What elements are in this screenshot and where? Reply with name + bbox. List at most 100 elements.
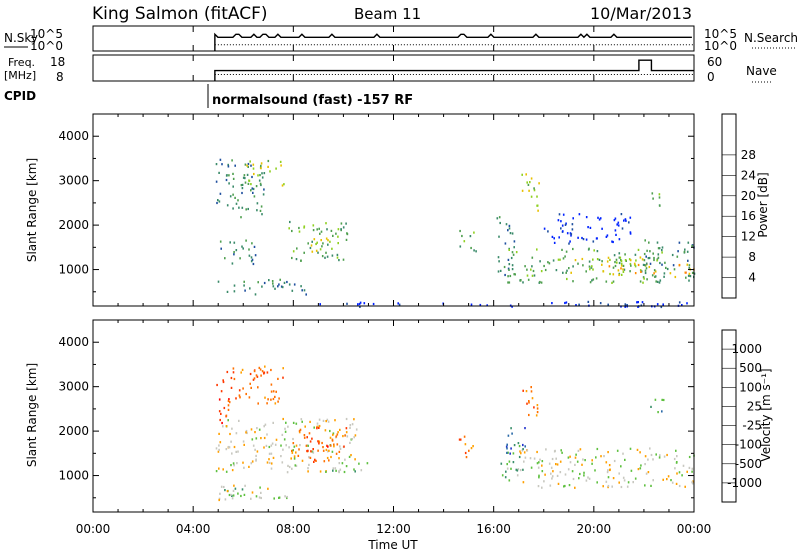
power-ylabel: Slant Range [km] [25,158,39,262]
heat-cell [326,418,329,421]
heat-cell [218,497,221,500]
heat-cell [663,455,666,458]
heat-cell [337,242,339,245]
heat-cell [333,443,335,446]
heat-cell [278,283,280,286]
heat-cell [666,478,668,481]
heat-cell [256,202,259,205]
heat-cell [281,433,284,436]
heat-cell [572,217,574,220]
heat-cell [611,485,613,488]
heat-cell [473,249,475,252]
heat-cell [345,431,348,434]
heat-cell [689,275,692,278]
heat-cell [225,414,228,417]
heat-cell [268,279,270,282]
heat-cell [217,450,220,453]
heat-cell [321,245,323,248]
heat-cell [576,460,579,463]
heat-cell [219,240,222,243]
heat-cell [305,293,307,296]
heat-cell [605,235,608,238]
heat-cell [612,273,615,276]
heat-cell [602,270,605,273]
heat-cell [246,173,249,176]
heat-cell [547,230,549,233]
heat-cell [310,244,313,247]
heat-cell [624,458,626,461]
heat-cell [508,224,511,227]
heat-cell [691,481,693,484]
heat-cell [241,368,244,371]
time-axis-label: Time UT [367,538,418,552]
heat-cell [647,458,649,461]
heat-cell [538,474,540,477]
heat-cell [220,247,222,250]
heat-cell [272,282,274,285]
heat-cell [517,468,520,471]
heat-cell [650,405,652,408]
heat-cell [244,484,246,487]
heat-cell [636,448,639,451]
heat-cell [596,481,598,484]
heat-cell [676,255,679,258]
nsearch-tick-bottom: 10^0 [704,39,737,53]
heat-cell [620,213,623,216]
heat-cell [658,193,661,196]
heat-cell [251,460,254,463]
heat-cell [346,435,349,438]
heat-cell [220,485,223,488]
heat-cell [564,301,566,305]
heat-cell [578,213,581,216]
heat-cell [615,233,617,236]
heat-cell [300,418,303,421]
heat-cell [215,180,218,183]
heat-cell [674,467,676,470]
heat-cell [298,230,301,233]
heat-cell [250,497,252,500]
cpid-label: CPID [4,89,36,103]
heat-cell [504,273,506,277]
heat-cell [289,220,291,224]
heat-cell [318,442,320,445]
heat-cell [461,234,463,238]
heat-cell [655,453,657,456]
colorbar-frame [721,113,737,299]
heat-cell [325,222,327,225]
heat-cell [523,460,525,463]
heat-cell [299,444,301,447]
heat-cell [216,201,218,205]
heat-cell [263,281,266,285]
heat-cell [340,222,343,225]
heat-cell [218,432,220,435]
velocity-colorbar-label: Velocity [m s⁻¹] [759,368,773,461]
heat-cell [255,454,257,457]
heat-cell [511,268,514,271]
heat-cell [555,457,557,460]
heat-cell [613,254,616,257]
heat-cell [553,241,556,244]
velocity-panel: 1000 2000 3000 4000 Slant Range [km] 1000 50… [25,319,773,513]
heat-cell [506,467,509,470]
heat-cell [639,451,641,454]
heat-cell [259,209,262,212]
heat-cell [240,494,242,498]
heat-cell [506,447,508,450]
heat-cell [291,289,294,292]
heat-cell [220,412,222,415]
heat-cell [642,276,645,279]
heat-cell [257,281,259,284]
heat-cell [326,255,329,258]
heat-cell [219,192,222,195]
heat-cell [353,436,355,439]
heat-cell [618,481,620,484]
heat-cell [561,248,563,251]
heat-cell [575,453,577,456]
heat-cell [620,485,623,489]
heat-cell [218,410,221,413]
colorbar-tick-label: -1000 [727,476,762,490]
heat-cell [283,281,286,284]
heat-cell [645,472,648,475]
heat-cell [486,304,488,307]
heat-cell [324,256,326,259]
